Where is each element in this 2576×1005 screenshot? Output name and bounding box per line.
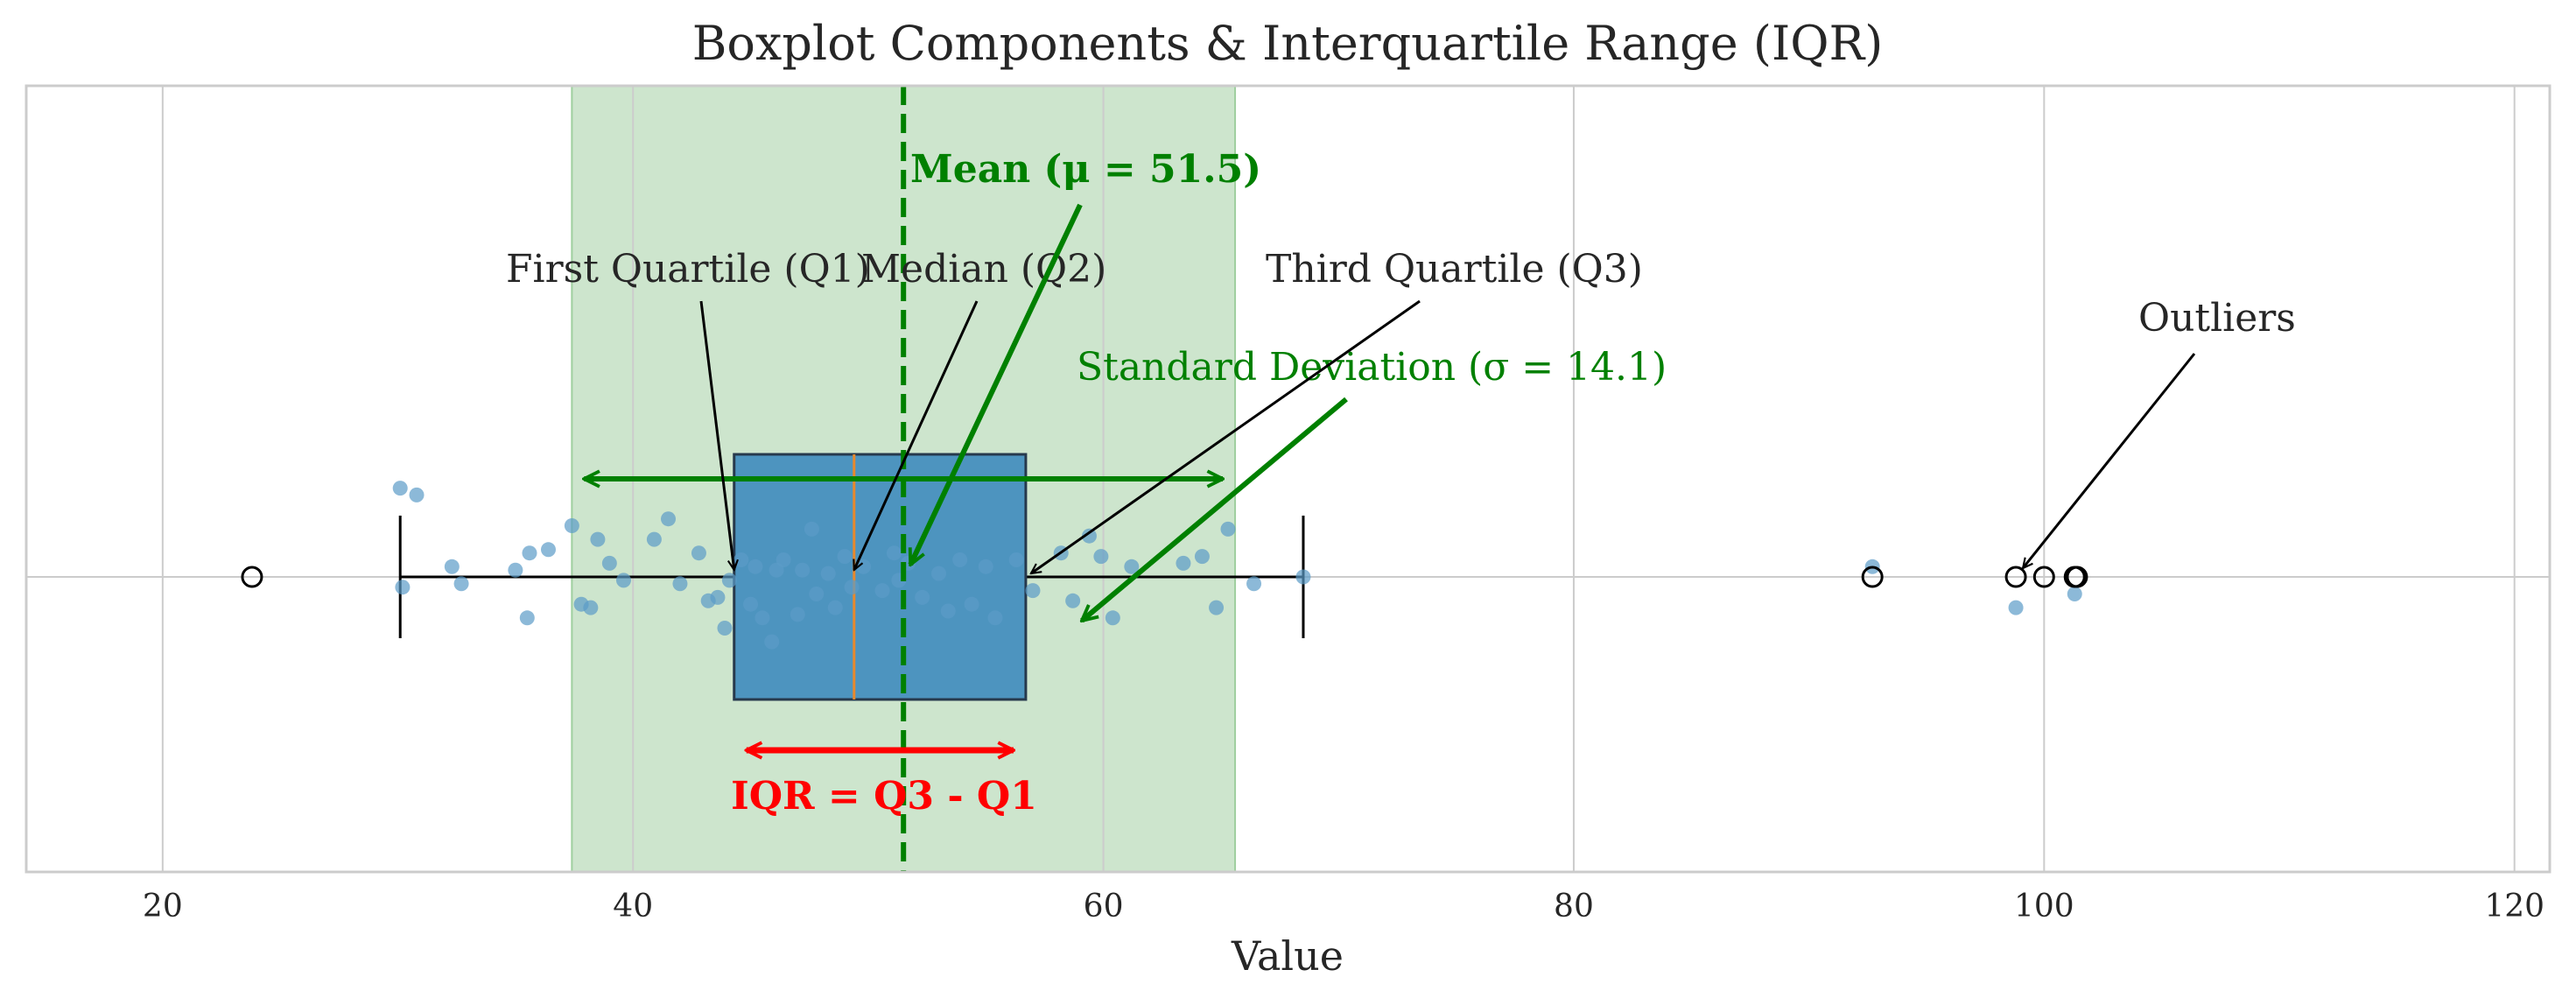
data-point [721, 573, 737, 588]
annotation-iqr: IQR = Q3 - Q1 [731, 774, 1037, 819]
outlier-marker [2004, 566, 2027, 588]
data-point [1081, 528, 1097, 544]
data-point [395, 580, 411, 595]
data-point [564, 518, 579, 533]
data-point [844, 580, 860, 595]
data-point [508, 562, 523, 578]
data-point [717, 621, 733, 636]
data-point [952, 552, 968, 567]
data-point [795, 562, 811, 578]
arrow-median [854, 300, 979, 570]
data-point [1220, 521, 1236, 537]
iqr-box [733, 453, 1028, 701]
data-point [522, 545, 537, 561]
data-point [409, 487, 425, 502]
data-point [1025, 583, 1041, 599]
arrow-q3 [1031, 299, 1421, 573]
data-point [453, 576, 469, 592]
data-point [964, 596, 979, 612]
x-tick-label: 40 [613, 889, 653, 924]
data-point [646, 531, 662, 547]
data-point [601, 555, 617, 571]
x-tick-label: 100 [2014, 889, 2074, 924]
data-point [874, 583, 890, 599]
annotation-q3: Third Quartile (Q3) [1266, 247, 1643, 292]
data-point [809, 587, 825, 601]
data-point [1124, 559, 1140, 574]
data-point [2067, 587, 2082, 601]
data-point [915, 589, 930, 605]
x-tick-label: 120 [2484, 889, 2544, 924]
outlier-marker [2032, 566, 2055, 588]
data-point [748, 559, 763, 574]
data-point [540, 542, 556, 558]
arrow-mean [908, 203, 1083, 565]
x-tick-label: 80 [1554, 889, 1594, 924]
plot-frame [25, 84, 2551, 874]
data-point [804, 521, 819, 537]
data-point [743, 596, 759, 612]
annotation-outliers: Outliers [2138, 296, 2296, 341]
data-point [444, 559, 460, 574]
data-point [519, 610, 535, 626]
annotation-median: Median (Q2) [861, 247, 1106, 292]
data-point [1176, 555, 1191, 571]
data-point [1194, 549, 1210, 565]
data-point [931, 566, 947, 581]
arrow-std [1082, 397, 1348, 621]
annotations: First Quartile (Q1) Median (Q2) Third Qu… [506, 147, 2296, 819]
data-point [710, 589, 726, 605]
data-point [764, 634, 780, 650]
data-point [733, 552, 749, 567]
annotation-mean: Mean (μ = 51.5) [910, 147, 1261, 192]
data-point [672, 576, 688, 592]
data-point [661, 511, 677, 527]
data-point [790, 607, 805, 622]
x-axis-ticks: 20 40 60 80 100 120 [143, 889, 2544, 924]
outlier-marker [241, 566, 263, 588]
x-tick-label: 60 [1084, 889, 1124, 924]
data-point [2008, 600, 2024, 615]
arrow-q1 [699, 300, 734, 570]
annotation-q1: First Quartile (Q1) [506, 247, 870, 292]
data-point [590, 531, 606, 547]
data-point [755, 610, 770, 626]
data-point [1105, 610, 1120, 626]
data-point [1209, 600, 1225, 615]
data-point [837, 549, 853, 565]
data-point [940, 603, 956, 619]
plot-area [25, 84, 2551, 874]
data-point [1065, 593, 1081, 608]
data-point [987, 610, 1003, 626]
data-point [583, 600, 599, 615]
data-point [978, 559, 993, 574]
chart-title: Boxplot Components & Interquartile Range… [692, 16, 1884, 71]
outlier-marker [1861, 566, 1884, 588]
data-point [886, 545, 902, 561]
data-point [1295, 569, 1311, 585]
outlier-marker [2066, 566, 2088, 588]
data-point [392, 481, 408, 496]
annotation-std: Standard Deviation (σ = 14.1) [1077, 345, 1667, 390]
data-point [691, 545, 706, 561]
arrow-outliers [2023, 353, 2196, 568]
data-point [776, 552, 791, 567]
data-point [615, 573, 631, 588]
data-point [827, 600, 843, 615]
x-tick-label: 20 [143, 889, 183, 924]
data-point [820, 566, 836, 581]
x-axis-label: Value [1231, 932, 1344, 980]
data-point [1093, 549, 1109, 565]
data-point [1008, 552, 1024, 567]
data-point [1246, 576, 1262, 592]
